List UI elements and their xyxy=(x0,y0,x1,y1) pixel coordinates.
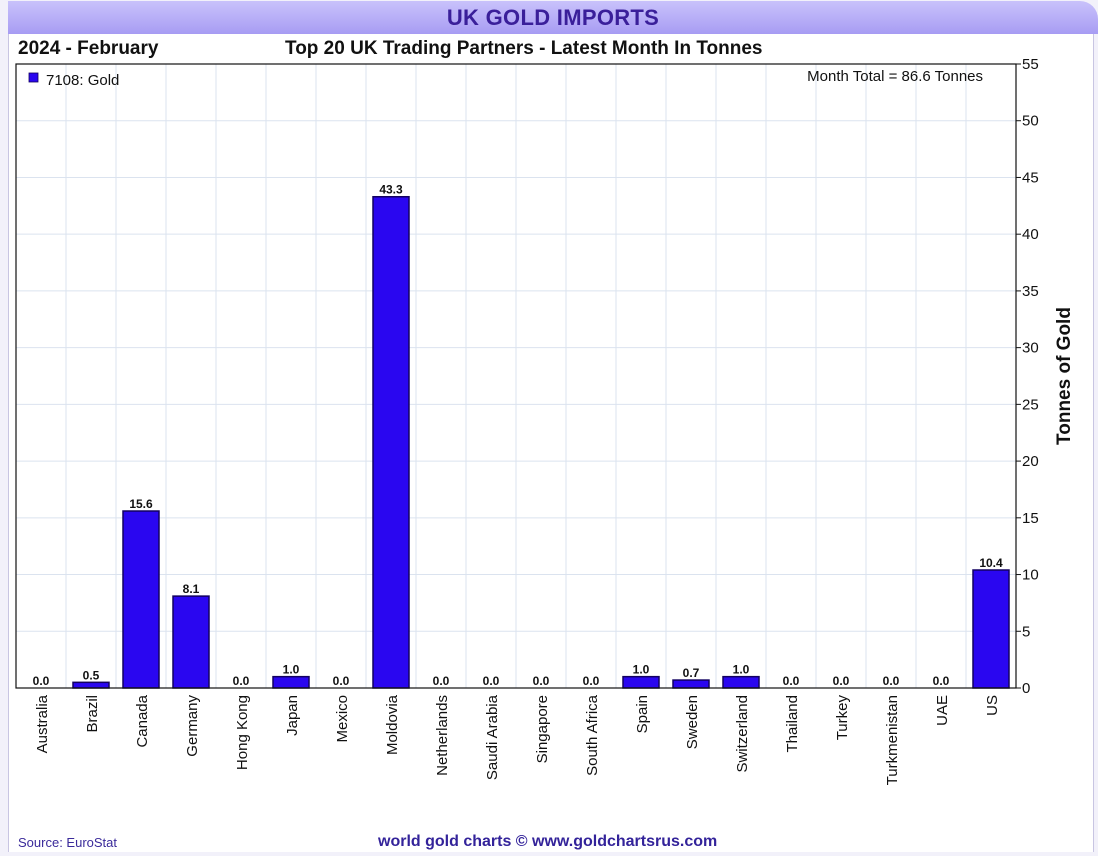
y-tick-label: 55 xyxy=(1022,56,1039,73)
bar xyxy=(972,569,1010,689)
bar-value-label: 0.5 xyxy=(83,668,100,682)
bar-value-label: 0.0 xyxy=(33,674,50,688)
bar xyxy=(722,675,760,689)
x-tick-label: UAE xyxy=(934,695,951,726)
bar-value-label: 0.0 xyxy=(783,674,800,688)
y-tick-label: 25 xyxy=(1022,396,1039,413)
x-tick-label: Australia xyxy=(34,694,51,753)
x-tick-label: Mexico xyxy=(334,695,351,743)
bar-value-label: 0.0 xyxy=(333,674,350,688)
credit-line: world gold charts © www.goldchartsrus.co… xyxy=(378,833,718,850)
bars xyxy=(72,195,1010,689)
bar xyxy=(72,681,110,689)
bar-value-label: 0.0 xyxy=(433,674,450,688)
bar xyxy=(122,510,160,689)
y-axis-title: Tonnes of Gold xyxy=(1054,307,1075,445)
bar-value-label: 1.0 xyxy=(283,663,300,677)
bar-value-label: 0.0 xyxy=(833,674,850,688)
y-tick-label: 40 xyxy=(1022,226,1039,243)
y-tick-label: 50 xyxy=(1022,113,1039,130)
y-tick-label: 15 xyxy=(1022,510,1039,527)
bar xyxy=(372,195,410,689)
x-tick-label: South Africa xyxy=(584,694,601,776)
bar-value-label: 10.4 xyxy=(979,556,1003,570)
y-tick-label: 45 xyxy=(1022,169,1039,186)
y-tick-label: 30 xyxy=(1022,340,1039,357)
bar-value-label: 0.0 xyxy=(233,674,250,688)
bar-value-label: 0.0 xyxy=(933,674,950,688)
y-tick-label: 0 xyxy=(1022,680,1030,697)
x-tick-label: Spain xyxy=(634,695,651,733)
chart-title: UK GOLD IMPORTS xyxy=(8,1,1098,34)
bar-value-label: 0.0 xyxy=(583,674,600,688)
grid-lines xyxy=(16,63,1016,689)
period-label: 2024 - February xyxy=(18,38,159,59)
month-total-annotation: Month Total = 86.6 Tonnes xyxy=(807,68,983,85)
bar-value-label: 43.3 xyxy=(379,183,403,197)
x-tick-label: Brazil xyxy=(84,695,101,733)
y-tick-label: 10 xyxy=(1022,567,1039,584)
x-tick-label: Singapore xyxy=(534,695,551,763)
x-tick-label: Turkmenistan xyxy=(884,695,901,785)
x-tick-label: Germany xyxy=(184,695,201,757)
bar xyxy=(172,595,210,689)
plot-area-border xyxy=(15,63,1017,689)
x-tick-label: Thailand xyxy=(784,695,801,753)
x-tick-label: Hong Kong xyxy=(234,695,251,770)
y-axis-ticks: 0 5 10 15 20 25 30 35 40 45 50 55 xyxy=(1016,56,1039,697)
x-tick-label: Switzerland xyxy=(734,695,751,773)
bar-value-label: 15.6 xyxy=(129,497,153,511)
value-labels: 0.0 0.5 15.6 8.1 0.0 1.0 0.0 43.3 0.0 0.0 0.0 0.0 1.… xyxy=(33,183,1003,688)
x-tick-label: Saudi Arabia xyxy=(484,694,501,780)
bar-value-label: 1.0 xyxy=(633,663,650,677)
chart-panel xyxy=(8,34,1094,852)
x-tick-label: Moldovia xyxy=(384,694,401,755)
x-tick-label: Netherlands xyxy=(434,695,451,776)
bar xyxy=(622,675,660,689)
x-tick-label: Sweden xyxy=(684,695,701,749)
bar-value-label: 0.0 xyxy=(883,674,900,688)
bar xyxy=(272,675,310,689)
y-tick-label: 35 xyxy=(1022,283,1039,300)
bar-value-label: 0.7 xyxy=(683,666,700,680)
legend-swatch xyxy=(28,72,39,83)
y-tick-label: 5 xyxy=(1022,623,1030,640)
x-tick-label: Canada xyxy=(134,694,151,747)
bar xyxy=(672,679,710,689)
x-axis-labels: Australia Brazil Canada Germany Hong Kong Jap… xyxy=(34,694,1001,785)
bar-value-label: 1.0 xyxy=(733,663,750,677)
bar-value-label: 0.0 xyxy=(483,674,500,688)
x-tick-label: Turkey xyxy=(834,695,851,741)
chart-subtitle: Top 20 UK Trading Partners - Latest Mont… xyxy=(285,38,763,59)
bar-value-label: 8.1 xyxy=(183,582,200,596)
y-tick-label: 20 xyxy=(1022,453,1039,470)
legend-label: 7108: Gold xyxy=(46,72,119,89)
x-tick-label: US xyxy=(984,695,1001,716)
bar-value-label: 0.0 xyxy=(533,674,550,688)
source-note: Source: EuroStat xyxy=(18,835,117,850)
x-tick-label: Japan xyxy=(284,695,301,736)
